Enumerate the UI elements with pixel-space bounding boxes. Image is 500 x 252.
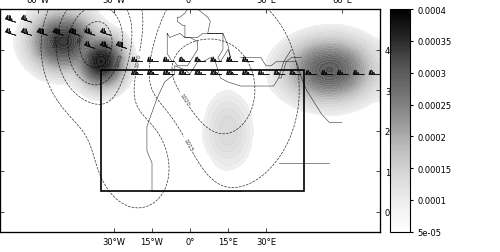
Text: 1010: 1010 <box>134 53 142 68</box>
Text: 1000: 1000 <box>114 53 124 68</box>
Text: 1015: 1015 <box>182 137 194 152</box>
Bar <box>102 71 304 192</box>
Text: 1020: 1020 <box>178 93 190 107</box>
Text: 1005: 1005 <box>54 34 60 48</box>
Text: 995: 995 <box>77 33 84 44</box>
